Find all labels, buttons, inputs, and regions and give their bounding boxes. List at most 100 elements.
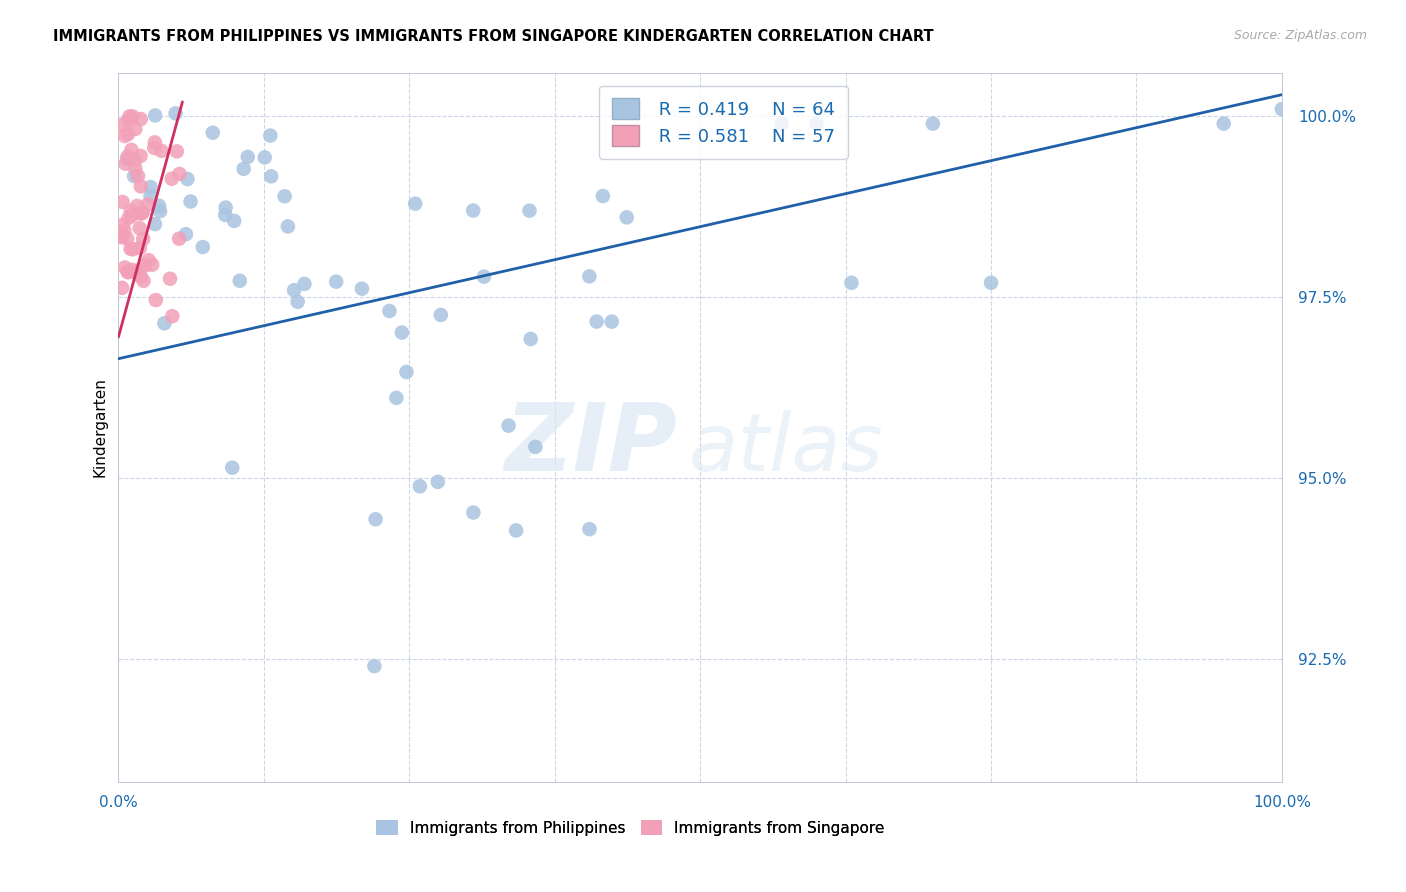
- Point: [121, 209, 143, 223]
- Point: [430, 308, 453, 322]
- Point: [174, 227, 197, 242]
- Point: [129, 179, 152, 194]
- Point: [472, 269, 495, 284]
- Point: [122, 169, 145, 183]
- Point: [153, 316, 176, 330]
- Point: [139, 189, 162, 203]
- Point: [132, 232, 155, 246]
- Point: [124, 122, 146, 136]
- Point: [143, 108, 166, 122]
- Point: [114, 157, 136, 171]
- Text: ZIP: ZIP: [503, 399, 676, 491]
- Point: [121, 143, 143, 157]
- Point: [124, 153, 146, 167]
- Point: [141, 258, 163, 272]
- Point: [143, 136, 166, 150]
- Point: [162, 309, 184, 323]
- Point: [111, 228, 134, 243]
- Point: [122, 242, 145, 256]
- Point: [221, 460, 243, 475]
- Y-axis label: Kindergarten: Kindergarten: [93, 377, 107, 477]
- Point: [129, 241, 152, 255]
- Point: [129, 270, 152, 285]
- Point: [294, 277, 316, 291]
- Point: [111, 230, 134, 244]
- Point: [117, 153, 139, 167]
- Point: [117, 265, 139, 279]
- Point: [1212, 117, 1234, 131]
- Point: [770, 117, 793, 131]
- Point: [114, 224, 136, 238]
- Point: [143, 141, 166, 155]
- Point: [114, 128, 136, 143]
- Point: [259, 128, 281, 143]
- Point: [363, 659, 385, 673]
- Point: [191, 240, 214, 254]
- Point: [806, 117, 828, 131]
- Point: [180, 194, 202, 209]
- Point: [921, 117, 943, 131]
- Point: [592, 189, 614, 203]
- Point: [128, 221, 150, 235]
- Point: [127, 199, 149, 213]
- Point: [201, 126, 224, 140]
- Point: [350, 282, 373, 296]
- Point: [364, 512, 387, 526]
- Point: [139, 180, 162, 194]
- Point: [253, 150, 276, 164]
- Point: [404, 196, 426, 211]
- Text: Source: ZipAtlas.com: Source: ZipAtlas.com: [1233, 29, 1367, 42]
- Point: [1271, 102, 1294, 116]
- Point: [120, 204, 142, 219]
- Point: [117, 150, 139, 164]
- Point: [325, 275, 347, 289]
- Point: [585, 314, 607, 328]
- Point: [277, 219, 299, 234]
- Point: [600, 315, 623, 329]
- Point: [166, 145, 188, 159]
- Point: [409, 479, 432, 493]
- Point: [232, 161, 254, 176]
- Point: [143, 217, 166, 231]
- Point: [114, 260, 136, 275]
- Point: [117, 113, 139, 128]
- Point: [131, 206, 153, 220]
- Point: [111, 281, 134, 295]
- Point: [160, 171, 183, 186]
- Point: [214, 208, 236, 222]
- Point: [426, 475, 449, 489]
- Point: [111, 194, 134, 209]
- Point: [120, 242, 142, 256]
- Point: [121, 109, 143, 123]
- Point: [578, 269, 600, 284]
- Point: [169, 167, 191, 181]
- Point: [273, 189, 295, 203]
- Point: [391, 326, 413, 340]
- Point: [395, 365, 418, 379]
- Point: [176, 172, 198, 186]
- Text: IMMIGRANTS FROM PHILIPPINES VS IMMIGRANTS FROM SINGAPORE KINDERGARTEN CORRELATIO: IMMIGRANTS FROM PHILIPPINES VS IMMIGRANT…: [53, 29, 934, 44]
- Point: [136, 197, 159, 211]
- Point: [145, 293, 167, 307]
- Point: [287, 294, 309, 309]
- Point: [150, 144, 173, 158]
- Point: [148, 199, 170, 213]
- Point: [378, 304, 401, 318]
- Point: [283, 283, 305, 297]
- Point: [129, 206, 152, 220]
- Point: [167, 232, 190, 246]
- Legend: Immigrants from Philippines, Immigrants from Singapore: Immigrants from Philippines, Immigrants …: [370, 814, 890, 842]
- Point: [112, 218, 135, 232]
- Point: [260, 169, 283, 184]
- Point: [215, 201, 238, 215]
- Point: [115, 231, 138, 245]
- Point: [463, 203, 485, 218]
- Point: [149, 204, 172, 219]
- Point: [519, 332, 541, 346]
- Point: [117, 127, 139, 141]
- Point: [129, 149, 152, 163]
- Point: [138, 253, 160, 268]
- Point: [159, 271, 181, 285]
- Point: [165, 106, 187, 120]
- Point: [980, 276, 1002, 290]
